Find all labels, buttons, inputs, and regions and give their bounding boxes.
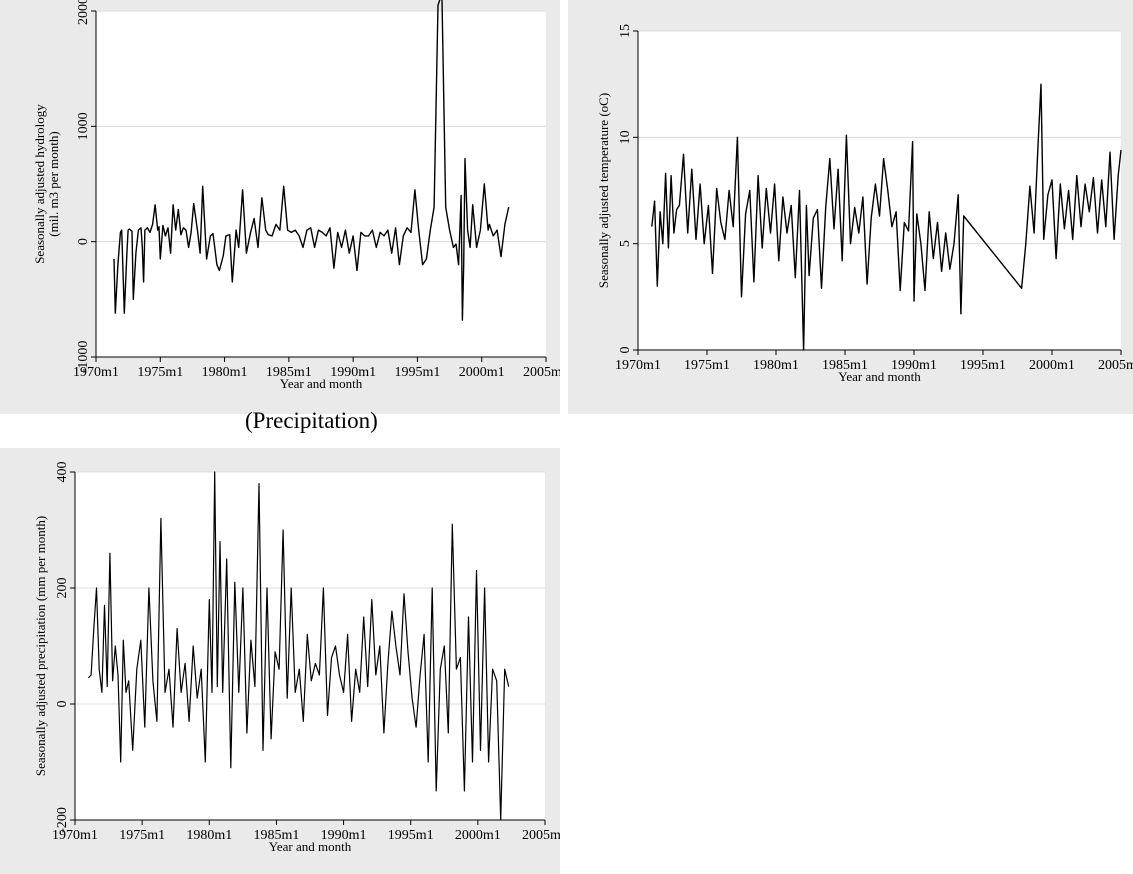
y-tick-label: -200 [55,807,70,833]
x-tick-label: 1980m1 [753,358,799,373]
x-tick-label: 1985m1 [253,828,299,843]
x-tick-label: 1980m1 [202,365,248,380]
hydrology-chart: -1000 0 1000 2000 1970m1 1975m1 1980m1 1985m1 19… [32,0,560,391]
series-line [113,0,510,321]
x-tick-label: 1980m1 [186,828,232,843]
x-tick-label: 2005m1 [522,828,560,843]
precipitation-chart-panel: -200 0 200 400 1970m1 1975m1 1980m1 1985m1 1990m… [0,448,560,874]
x-tick-label: 1990m1 [891,358,937,373]
x-axis-label: Year and month [280,376,363,391]
x-tick-label: 2000m1 [459,365,505,380]
series-line [651,83,1122,351]
y-tick-label: 0 [76,238,91,245]
y-axis-label: Seasonally adjusted precipitation (mm pe… [33,516,48,776]
x-tick-label: 1970m1 [52,828,98,843]
y-tick-label: 400 [55,462,70,483]
x-tick-label: 1995m1 [960,358,1006,373]
y-tick-label: 200 [55,578,70,599]
x-tick-label: 1970m1 [615,358,661,373]
precipitation-caption: (Precipitation) [245,408,378,433]
x-tick-label: 1990m1 [330,365,376,380]
y-axis-label: (mil. m3 per month) [46,131,61,236]
y-tick-label: 2000 [76,0,91,25]
y-axis-label: Seasonally adjusted temperature (oC) [596,93,611,288]
precipitation-chart: -200 0 200 400 1970m1 1975m1 1980m1 1985m1 1990m… [33,462,560,855]
y-tick-label: 0 [618,347,633,354]
x-tick-label: 1990m1 [321,828,367,843]
x-tick-label: 1985m1 [266,365,312,380]
y-tick-label: 15 [618,24,633,38]
x-tick-label: 2005m1 [523,365,560,380]
x-tick-label: 2000m1 [455,828,501,843]
x-tick-label: 1975m1 [137,365,183,380]
x-tick-label: 1970m1 [73,365,119,380]
y-tick-label: 1000 [76,112,91,140]
x-tick-label: 1995m1 [394,365,440,380]
temperature-chart-panel: 0 5 10 15 1970m1 1975m1 1980m1 1985m1 1990m1 1995… [568,0,1133,414]
plot-area [96,11,546,357]
y-tick-label: 0 [55,701,70,708]
hydrology-chart-panel: -1000 0 1000 2000 1970m1 1975m1 1980m1 1985m1 19… [0,0,560,414]
series-line [87,471,510,821]
y-tick-label: -1000 [76,341,91,374]
x-tick-label: 1995m1 [388,828,434,843]
x-tick-label: 2005m1 [1098,358,1133,373]
x-tick-label: 1985m1 [822,358,868,373]
x-axis-label: Year and month [838,369,921,384]
y-tick-label: 5 [618,240,633,247]
y-tick-label: 10 [618,130,633,144]
x-tick-label: 2000m1 [1029,358,1075,373]
x-tick-label: 1975m1 [684,358,730,373]
plot-area [75,472,545,820]
y-axis-label: Seasonally adjusted hydrology [32,104,47,264]
temperature-chart: 0 5 10 15 1970m1 1975m1 1980m1 1985m1 1990m1 1995… [596,24,1133,384]
x-tick-label: 1975m1 [119,828,165,843]
x-axis-label: Year and month [269,839,352,854]
